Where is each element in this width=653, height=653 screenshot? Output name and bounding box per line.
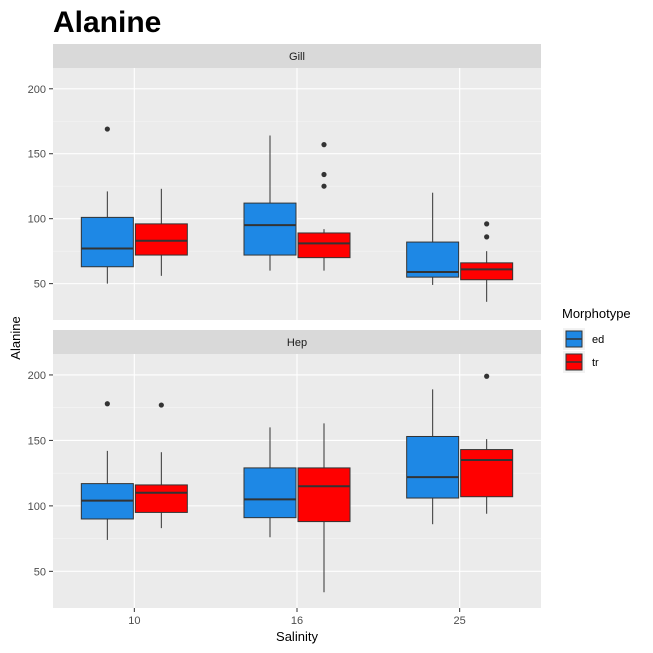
hep-strip <box>53 330 541 354</box>
outlier-point <box>321 142 327 148</box>
box-tr-16 <box>297 467 351 523</box>
box-ed-16 <box>243 467 297 519</box>
hep-boxes <box>80 373 514 593</box>
gill-strip-label: Gill <box>289 51 305 63</box>
gill-y-tick-labels: 50 100 150 200 <box>28 84 53 291</box>
y-axis-title: Alanine <box>8 316 23 359</box>
y-tick-label: 50 <box>34 566 46 578</box>
outlier-point <box>484 221 490 227</box>
y-tick-label: 200 <box>28 370 46 382</box>
outlier-point <box>321 171 327 178</box>
y-tick-label: 100 <box>28 214 46 226</box>
gill-gridlines <box>53 68 541 320</box>
legend-label-ed: ed <box>592 334 604 346</box>
legend: ed tr <box>563 328 604 373</box>
hep-gridlines <box>53 354 541 608</box>
box-tr-10 <box>134 223 188 256</box>
legend-label-tr: tr <box>592 357 599 369</box>
box-ed-25 <box>406 435 460 499</box>
chart-title: Alanine <box>53 6 161 39</box>
box-ed-16 <box>243 202 297 256</box>
x-axis-ticks: 10 16 25 <box>128 608 466 627</box>
outlier-point <box>158 402 164 408</box>
hep-y-tick-labels: 50 100 150 200 <box>28 370 53 578</box>
gill-strip <box>53 44 541 68</box>
outlier-point <box>104 401 110 407</box>
gill-boxes <box>80 126 514 302</box>
x-axis-title: Salinity <box>276 629 318 644</box>
y-tick-label: 150 <box>28 149 46 161</box>
x-tick-label: 25 <box>454 615 466 627</box>
y-tick-label: 150 <box>28 435 46 447</box>
outlier-point <box>484 373 490 379</box>
box-tr-25 <box>460 449 514 498</box>
x-tick-label: 16 <box>291 615 303 627</box>
outlier-point <box>104 126 110 132</box>
outlier-point <box>321 183 327 189</box>
box-tr-10 <box>134 484 188 513</box>
legend-title: Morphotype <box>562 306 631 321</box>
y-tick-label: 200 <box>28 84 46 96</box>
box-tr-16 <box>297 232 351 259</box>
x-tick-label: 10 <box>128 615 140 627</box>
y-tick-label: 50 <box>34 279 46 291</box>
box-ed-10 <box>80 216 134 268</box>
y-tick-label: 100 <box>28 501 46 513</box>
box-tr-25 <box>460 262 514 281</box>
outlier-point <box>484 234 490 240</box>
hep-strip-label: Hep <box>287 337 307 349</box>
